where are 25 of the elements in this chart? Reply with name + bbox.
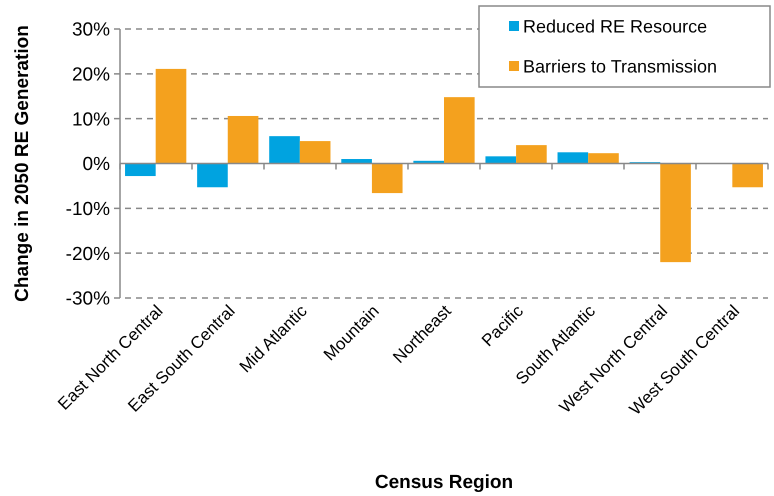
y-tick-label: 20%	[72, 64, 110, 86]
legend-label: Barriers to Transmission	[523, 56, 718, 76]
y-tick-label: -30%	[66, 288, 110, 310]
y-axis-title: Change in 2050 RE Generation	[12, 25, 33, 302]
bar	[516, 145, 547, 164]
bar	[485, 156, 516, 164]
bar	[372, 164, 403, 194]
y-tick-label: 0%	[82, 154, 110, 176]
bar	[588, 153, 619, 164]
bar	[300, 141, 330, 164]
bar	[156, 68, 186, 164]
bar	[444, 97, 475, 164]
bar	[269, 136, 300, 164]
bar	[558, 152, 588, 164]
bar	[660, 164, 691, 262]
y-tick-label: -20%	[66, 244, 110, 265]
x-axis-title: Census Region	[374, 472, 514, 493]
legend-label: Reduced RE Resource	[523, 16, 708, 36]
bar	[732, 164, 763, 188]
y-tick-label: 30%	[72, 20, 110, 41]
y-tick-label: -10%	[66, 198, 110, 220]
bar	[125, 164, 156, 176]
y-tick-label: 10%	[72, 109, 110, 130]
bar	[228, 116, 258, 164]
bar	[197, 164, 228, 188]
